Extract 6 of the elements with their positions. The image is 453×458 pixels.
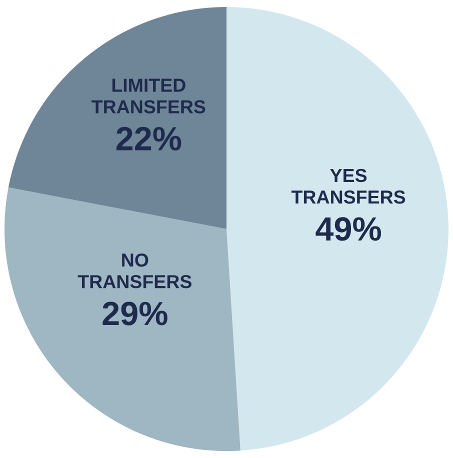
- slice-label: NO TRANSFERS: [78, 253, 192, 288]
- slice-label: YES TRANSFERS: [291, 168, 406, 204]
- data-label: 29%: [102, 302, 168, 326]
- slice-label: LIMITED TRANSFERS: [92, 78, 206, 114]
- data-label: 22%: [116, 126, 182, 150]
- data-label: 49%: [316, 217, 382, 241]
